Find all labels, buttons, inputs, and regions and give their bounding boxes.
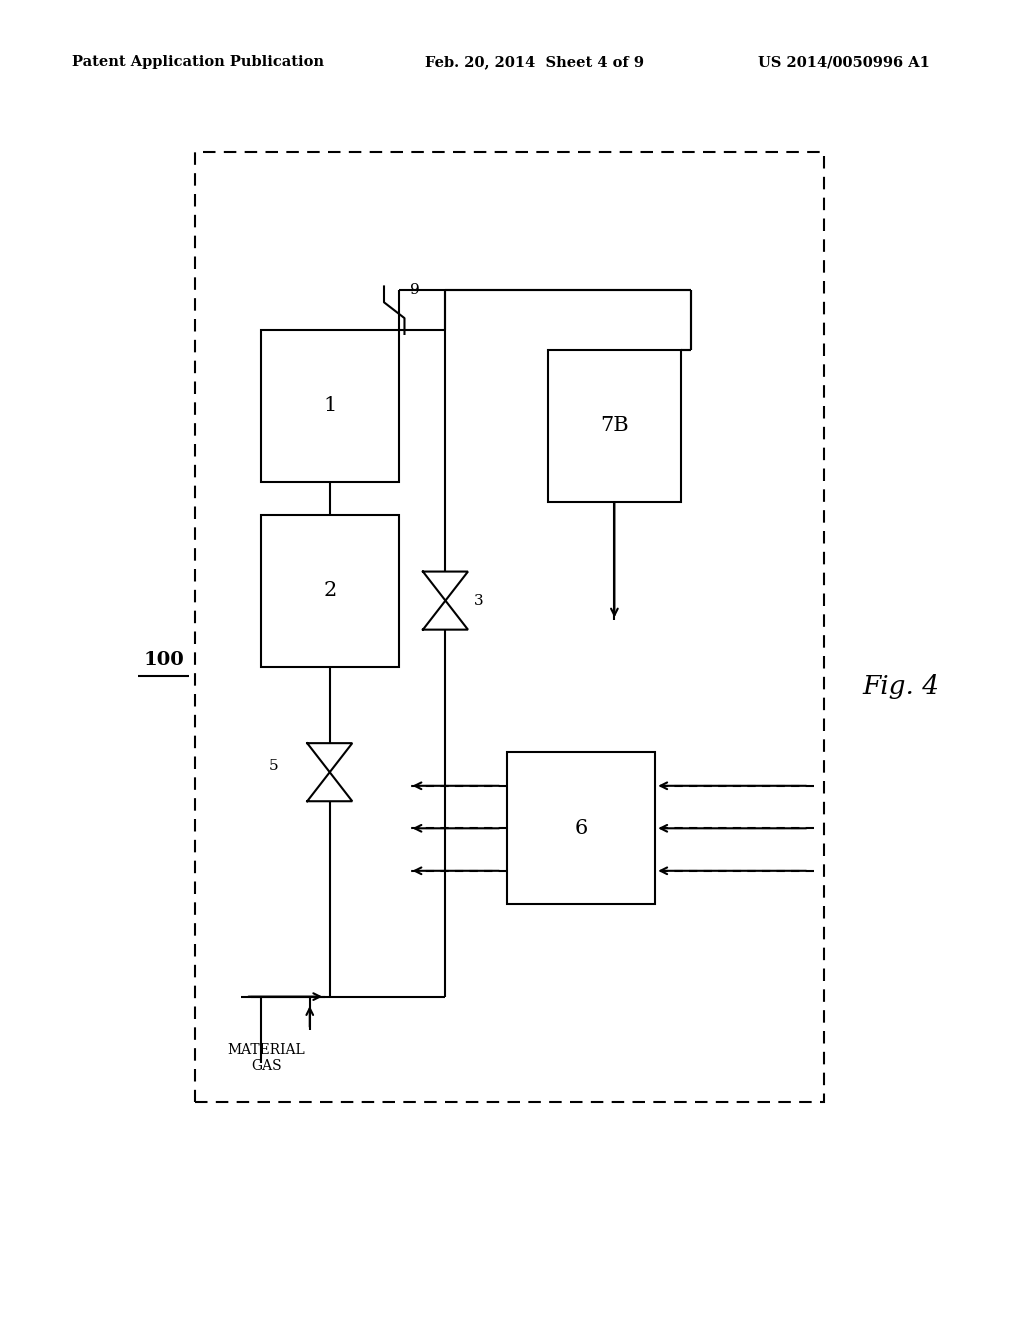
Text: Fig. 4: Fig. 4 bbox=[862, 675, 940, 698]
Text: MATERIAL
GAS: MATERIAL GAS bbox=[227, 1043, 305, 1073]
Text: 1: 1 bbox=[324, 396, 337, 416]
Text: 9: 9 bbox=[410, 284, 420, 297]
Bar bbox=[261, 330, 399, 482]
Text: 7B: 7B bbox=[600, 416, 629, 436]
Bar bbox=[195, 152, 824, 1102]
Bar bbox=[548, 350, 681, 502]
Text: 100: 100 bbox=[143, 651, 184, 669]
Text: US 2014/0050996 A1: US 2014/0050996 A1 bbox=[758, 55, 930, 69]
Text: 6: 6 bbox=[574, 818, 588, 838]
Text: 3: 3 bbox=[474, 594, 483, 607]
Text: 2: 2 bbox=[324, 581, 337, 601]
Text: Patent Application Publication: Patent Application Publication bbox=[72, 55, 324, 69]
Bar bbox=[261, 515, 399, 667]
Text: 5: 5 bbox=[268, 759, 278, 772]
Text: Feb. 20, 2014  Sheet 4 of 9: Feb. 20, 2014 Sheet 4 of 9 bbox=[425, 55, 644, 69]
Bar bbox=[507, 752, 655, 904]
